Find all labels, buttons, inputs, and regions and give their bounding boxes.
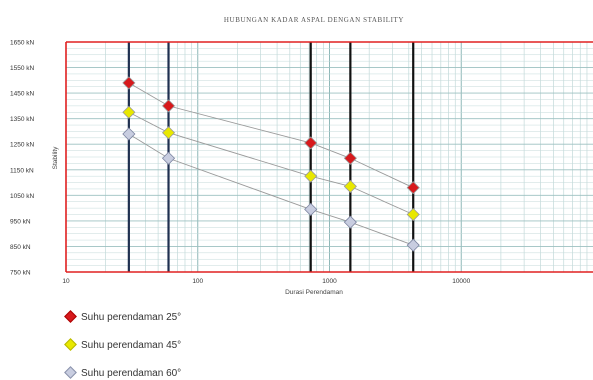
legend-item-60: Suhu perendaman 60° <box>64 366 182 379</box>
data-point <box>161 151 176 165</box>
y-tick-label: 1550 kN <box>10 65 35 72</box>
data-point <box>122 105 136 119</box>
data-point <box>343 179 357 193</box>
series-2 <box>122 127 420 252</box>
x-tick-labels: 10 100 1000 10000 <box>62 278 470 285</box>
series-group <box>122 76 420 252</box>
x-tick-label: 10 <box>62 278 70 285</box>
data-point <box>122 76 136 90</box>
legend-label-45: Suhu perendaman 45° <box>81 340 182 351</box>
y-tick-label: 1250 kN <box>10 142 35 149</box>
data-point <box>406 207 420 222</box>
y-tick-label: 1450 kN <box>10 91 35 98</box>
legend-item-25: Suhu perendaman 25° <box>64 310 182 323</box>
x-tick-label: 100 <box>192 278 203 285</box>
x-axis-label: Durasi Perendaman <box>285 289 343 296</box>
series-1 <box>122 105 420 222</box>
data-point <box>304 202 318 216</box>
legend-marker-60 <box>64 366 77 379</box>
legend-marker-45 <box>64 338 77 351</box>
data-point <box>161 126 176 140</box>
y-axis-label: Stability <box>52 146 59 170</box>
x-tick-label: 1000 <box>322 278 337 285</box>
data-point <box>304 169 318 183</box>
y-tick-label: 1150 kN <box>10 167 34 174</box>
x-tick-label: 10000 <box>452 278 470 285</box>
y-tick-label: 1350 kN <box>10 116 35 123</box>
y-tick-label: 1650 kN <box>10 40 35 47</box>
chart-title: HUBUNGAN KADAR ASPAL DENGAN STABILITY <box>224 16 404 24</box>
data-point <box>161 99 176 113</box>
legend-label-60: Suhu perendaman 60° <box>81 368 182 379</box>
legend-marker-25 <box>64 310 77 323</box>
legend-item-45: Suhu perendaman 45° <box>64 338 182 351</box>
y-tick-label: 750 kN <box>10 270 31 277</box>
y-tick-label: 950 kN <box>10 218 31 225</box>
y-tick-labels: 750 kN 850 kN 950 kN 1050 kN 1150 kN 1250 kN 1… <box>10 40 35 277</box>
legend-label-25: Suhu perendaman 25° <box>81 312 182 323</box>
data-point <box>343 151 357 165</box>
plot-frame <box>65 41 593 273</box>
data-point <box>406 238 420 252</box>
data-point <box>304 136 318 150</box>
y-tick-label: 1050 kN <box>10 193 35 200</box>
data-point <box>122 127 136 141</box>
y-tick-label: 850 kN <box>10 244 31 251</box>
data-point <box>406 181 420 195</box>
data-point <box>343 215 357 229</box>
series-0 <box>122 76 420 195</box>
